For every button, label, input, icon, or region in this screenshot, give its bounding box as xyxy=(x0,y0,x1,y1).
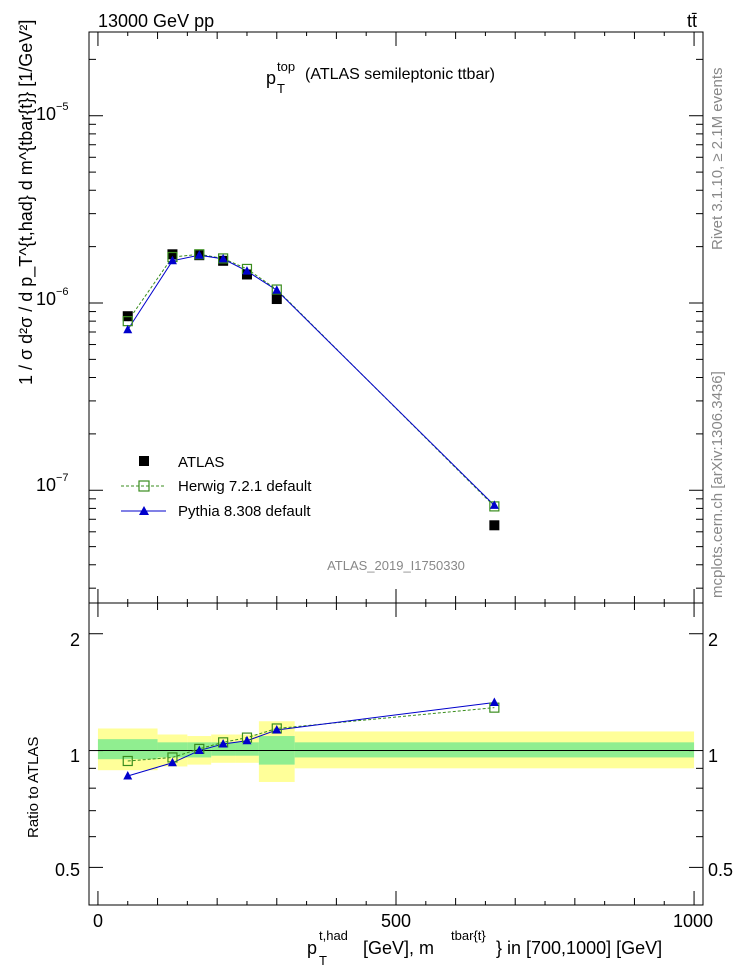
main-y-axis-label: 1 / σ d²σ / d p_T^{t,had} d m^{tbar{t}} … xyxy=(16,20,37,385)
ratio-y-tick-label-right: 2 xyxy=(708,630,718,650)
ratio-pythia-point xyxy=(242,735,252,745)
pythia-point xyxy=(167,255,177,265)
analysis-id: ATLAS_2019_I1750330 xyxy=(327,558,465,573)
ratio-pythia-point xyxy=(489,697,499,706)
process-label: tt̄ xyxy=(687,11,697,31)
herwig-point xyxy=(271,284,282,295)
svg-text:t,had: t,had xyxy=(319,928,348,943)
main-y-tick-label: 10 −5 xyxy=(36,101,69,124)
svg-text:10: 10 xyxy=(36,475,56,495)
main-y-tick-label: 10 −6 xyxy=(36,286,69,309)
ratio-y-tick-label: 0.5 xyxy=(55,860,80,880)
legend-herwig-label: Herwig 7.2.1 default xyxy=(178,478,312,495)
ratio-pythia-point xyxy=(167,757,177,767)
ratio-pythia-point xyxy=(194,745,204,755)
pythia-point xyxy=(489,500,499,509)
ratio-herwig-point xyxy=(122,755,133,767)
ratio-band-inner xyxy=(294,742,695,758)
atlas-point xyxy=(271,294,282,305)
svg-text:} in [700,1000] [GeV]: } in [700,1000] [GeV] xyxy=(496,938,662,958)
ratio-pythia-point xyxy=(272,724,282,734)
svg-text:−6: −6 xyxy=(56,286,69,298)
pythia-point xyxy=(242,266,252,275)
svg-text:p: p xyxy=(307,938,317,958)
ratio-y-axis-label: Ratio to ATLAS xyxy=(25,737,42,838)
legend-herwig-marker xyxy=(138,480,150,492)
legend: ATLAS Herwig 7.2.1 default Pythia 8.308 … xyxy=(121,454,312,520)
pythia-point xyxy=(218,253,228,263)
svg-text:T: T xyxy=(277,81,285,96)
svg-text:−7: −7 xyxy=(56,472,69,484)
main-y-tick-label: 10 −7 xyxy=(36,472,69,495)
plot-title: p top T (ATLAS semileptonic ttbar) xyxy=(266,59,495,96)
ratio-band-inner xyxy=(235,742,259,756)
atlas-point xyxy=(489,520,500,531)
legend-pythia-label: Pythia 8.308 default xyxy=(178,503,311,520)
legend-atlas-label: ATLAS xyxy=(178,454,224,471)
x-tick-label: 1000 xyxy=(673,911,713,931)
mcplots-label: mcplots.cern.ch [arXiv:1306.3436] xyxy=(709,371,726,598)
ratio-y-tick-label: 1 xyxy=(70,746,80,766)
legend-atlas-marker xyxy=(139,456,149,466)
svg-text:T: T xyxy=(319,953,327,968)
collision-label: 13000 GeV pp xyxy=(98,11,214,31)
rivet-label: Rivet 3.1.10, ≥ 2.1M events xyxy=(709,68,726,251)
ratio-pythia-point xyxy=(218,738,228,748)
x-tick-label: 0 xyxy=(93,911,103,931)
svg-text:top: top xyxy=(277,59,295,74)
svg-text:−5: −5 xyxy=(56,101,69,113)
svg-text:p: p xyxy=(266,68,276,88)
ratio-band-inner xyxy=(97,739,158,760)
pythia-point xyxy=(194,250,204,259)
plot-layer xyxy=(88,31,704,906)
x-tick-label: 500 xyxy=(381,911,411,931)
svg-text:10: 10 xyxy=(36,104,56,124)
legend-pythia-marker xyxy=(139,506,149,515)
ratio-y-tick-label: 2 xyxy=(70,630,80,650)
pythia-point xyxy=(123,324,133,334)
herwig-point xyxy=(194,249,205,260)
x-axis-label: p t,had T [GeV], m tbar{t} } in [700,100… xyxy=(307,928,662,968)
ratio-band-inner xyxy=(157,742,188,758)
pythia-point xyxy=(272,285,282,294)
svg-text:[GeV], m: [GeV], m xyxy=(363,938,434,958)
svg-text:tbar{t}: tbar{t} xyxy=(451,928,486,943)
ratio-pythia-point xyxy=(123,770,133,780)
svg-text:(ATLAS semileptonic ttbar): (ATLAS semileptonic ttbar) xyxy=(305,66,495,83)
svg-text:10: 10 xyxy=(36,289,56,309)
ratio-y-tick-label-right: 1 xyxy=(708,746,718,766)
ratio-y-tick-label-right: 0.5 xyxy=(708,860,733,880)
atlas-point xyxy=(167,249,178,260)
